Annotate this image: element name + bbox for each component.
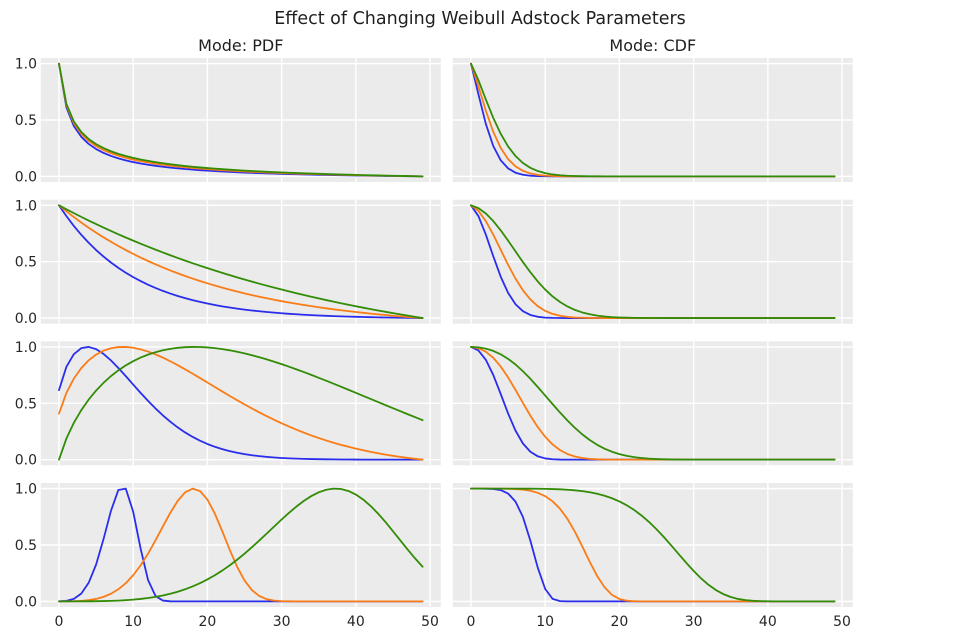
series-line-weibull-scale-40 [470, 487, 836, 603]
series-line-weibull-scale-10 [58, 204, 424, 319]
series-line-weibull-scale-40 [470, 346, 836, 461]
x-tick-label: 50 [421, 614, 439, 630]
series-line-weibull-scale-40 [58, 204, 424, 319]
x-tick-label: 20 [198, 614, 216, 630]
y-tick-label: 0.0 [15, 311, 37, 327]
y-tick-label: 0.0 [15, 594, 37, 610]
subplot-title-cdf: Mode: CDF [609, 36, 697, 55]
y-tick-label: 1.0 [15, 198, 37, 214]
x-tick-label: 0 [467, 614, 476, 630]
subplot-title-pdf: Mode: PDF [198, 36, 284, 55]
series-line-weibull-scale-20 [58, 346, 424, 461]
x-tick-label: 0 [55, 614, 64, 630]
subplot-cdf-shape-1.5 [452, 341, 853, 466]
y-tick-label: 0.5 [15, 255, 37, 271]
y-tick-label: 1.0 [15, 57, 37, 73]
x-tick-label: 20 [610, 614, 628, 630]
series-line-weibull-scale-40 [58, 62, 424, 178]
y-tick-label: 0.0 [15, 169, 37, 185]
y-tick-label: 0.0 [15, 453, 37, 469]
series-line-weibull-scale-40 [470, 62, 836, 178]
series-line-weibull-scale-40 [58, 487, 424, 603]
subplot-pdf-shape-0.5: 0.0 0.5 1.0 [15, 57, 441, 185]
x-tick-label: 10 [124, 614, 142, 630]
series-line-weibull-scale-20 [58, 487, 424, 603]
x-tick-label: 30 [273, 614, 291, 630]
subplot-pdf-shape-5: 0.0 0.5 1.0 0 10 20 30 40 50 [15, 482, 441, 630]
y-tick-label: 1.0 [15, 482, 37, 498]
x-tick-label: 40 [347, 614, 365, 630]
y-tick-label: 0.5 [15, 396, 37, 412]
y-tick-label: 0.5 [15, 113, 37, 129]
series-line-weibull-scale-40 [470, 204, 836, 319]
x-tick-label: 50 [833, 614, 851, 630]
x-tick-label: 30 [685, 614, 703, 630]
x-tick-label: 10 [536, 614, 554, 630]
figure-suptitle: Effect of Changing Weibull Adstock Param… [274, 9, 686, 29]
series-line-weibull-scale-20 [58, 204, 424, 319]
subplot-cdf-shape-5: 0 10 20 30 40 50 [452, 483, 853, 630]
y-tick-label: 0.5 [15, 538, 37, 554]
series-line-weibull-scale-40 [58, 346, 424, 461]
x-tick-label: 40 [759, 614, 777, 630]
subplot-pdf-shape-1: 0.0 0.5 1.0 [15, 198, 441, 327]
subplot-cdf-shape-0.5 [452, 58, 853, 182]
subplot-cdf-shape-1 [452, 199, 853, 324]
subplot-pdf-shape-1.5: 0.0 0.5 1.0 [15, 340, 441, 469]
y-tick-label: 1.0 [15, 340, 37, 356]
